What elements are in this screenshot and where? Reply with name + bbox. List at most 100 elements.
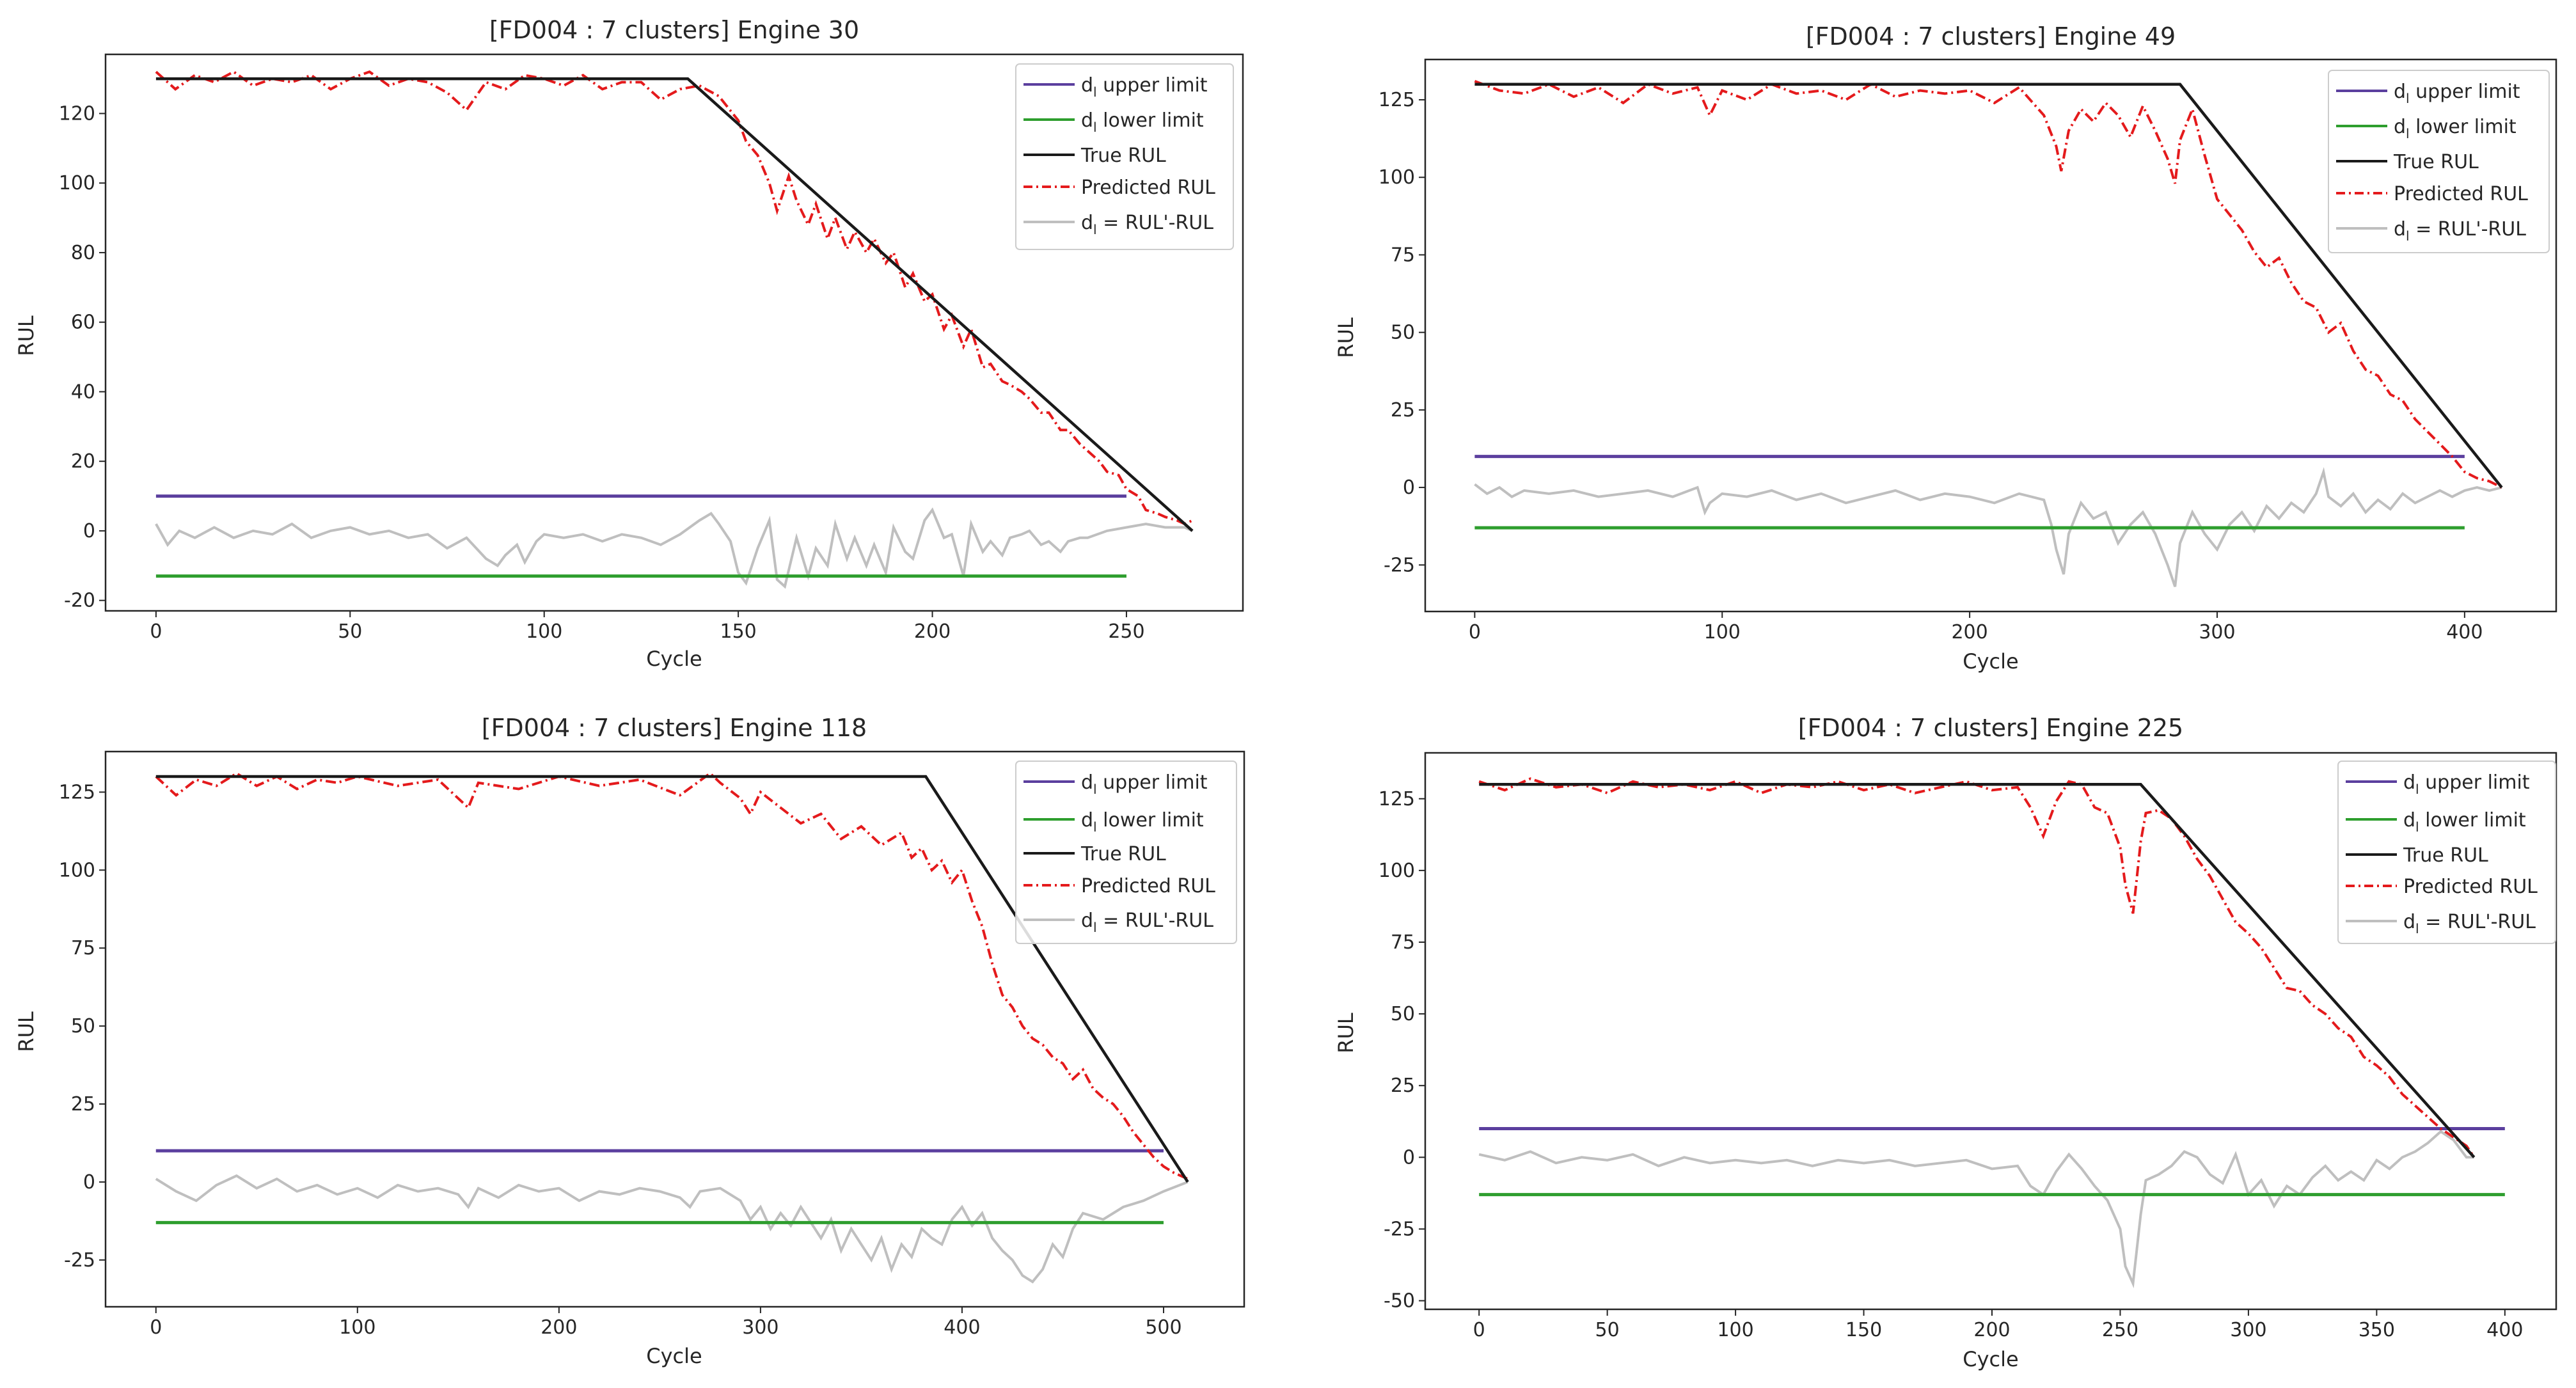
subplot-title: [FD004 : 7 clusters] Engine 118 — [482, 714, 867, 742]
x-axis-label: Cycle — [646, 1344, 702, 1368]
y-tick-label: 0 — [1403, 1146, 1415, 1169]
x-axis-label: Cycle — [1963, 649, 2018, 674]
y-tick-label: -50 — [1384, 1290, 1415, 1313]
y-tick-label: 80 — [71, 242, 95, 264]
legend-label-predicted-rul: Predicted RUL — [2403, 876, 2538, 898]
x-tick-label: 300 — [742, 1316, 778, 1339]
subplot-title: [FD004 : 7 clusters] Engine 49 — [1806, 22, 2176, 51]
x-tick-label: 0 — [150, 1316, 162, 1339]
y-tick-label: 100 — [59, 859, 95, 881]
x-tick-label: 200 — [914, 620, 951, 643]
x-tick-label: 50 — [1595, 1319, 1620, 1341]
x-tick-label: 0 — [1473, 1319, 1485, 1341]
y-tick-label: 40 — [71, 381, 95, 403]
y-tick-label: 75 — [71, 937, 95, 959]
y-axis-label: RUL — [1334, 1013, 1358, 1053]
y-tick-label: 0 — [1403, 477, 1415, 499]
y-axis-label: RUL — [14, 1011, 38, 1052]
legend-label-lower: dl lower limit — [2394, 116, 2517, 141]
x-tick-label: 0 — [150, 620, 162, 643]
legend-label-error: dl = RUL'-RUL — [1081, 910, 1213, 935]
series-error — [1474, 467, 2502, 587]
y-axis-label: RUL — [1334, 317, 1358, 358]
x-tick-label: 250 — [2102, 1319, 2138, 1341]
x-tick-label: 250 — [1108, 620, 1144, 643]
axes-frame — [104, 53, 1244, 612]
axes-frame — [104, 750, 1245, 1308]
subplot-title: [FD004 : 7 clusters] Engine 30 — [489, 16, 859, 44]
legend-label-lower: dl lower limit — [1081, 109, 1204, 135]
subplot-engine-30: [FD004 : 7 clusters] Engine 30 Cycle RUL… — [14, 16, 1244, 671]
plot-area: 0 100 200 300 400 500 -25 0 25 50 75 100 125 — [59, 750, 1245, 1339]
legend: dl upper limit dl lower limit True RUL P… — [2337, 761, 2556, 944]
y-tick-label: 0 — [83, 1171, 95, 1194]
y-tick-label: -25 — [1384, 554, 1415, 576]
legend-label-lower: dl lower limit — [1081, 809, 1204, 835]
x-tick-label: 100 — [1717, 1319, 1753, 1341]
x-tick-label: 200 — [1973, 1319, 2010, 1341]
series-error — [155, 507, 1193, 589]
y-tick-label: 50 — [1391, 1003, 1415, 1025]
y-tick-label: 25 — [71, 1093, 95, 1116]
y-tick-label: 125 — [59, 781, 95, 803]
y-tick-label: -20 — [64, 590, 95, 612]
legend-box — [1015, 63, 1234, 250]
axes-frame — [1424, 752, 2557, 1311]
x-tick-label: 50 — [338, 620, 362, 643]
legend-label-true-rul: True RUL — [1080, 145, 1166, 167]
x-tick-label: 200 — [541, 1316, 577, 1339]
series-error — [1478, 1130, 2474, 1289]
legend-label-predicted-rul: Predicted RUL — [2394, 183, 2528, 205]
legend-label-error: dl = RUL'-RUL — [1081, 212, 1213, 237]
y-tick-label: 25 — [1391, 1075, 1415, 1097]
series-true-rul — [1474, 83, 2503, 489]
subplot-title: [FD004 : 7 clusters] Engine 225 — [1798, 714, 2183, 742]
x-tick-label: 100 — [1704, 621, 1741, 643]
y-tick-label: -25 — [1384, 1218, 1415, 1240]
x-tick-label: 200 — [1951, 621, 1987, 643]
series-predicted-rul — [1474, 80, 2502, 489]
y-tick-label: -25 — [64, 1249, 95, 1272]
series-true-rul — [155, 77, 1194, 532]
legend-box — [2337, 761, 2556, 944]
x-tick-label: 100 — [339, 1316, 375, 1339]
x-tick-label: 350 — [2359, 1319, 2395, 1341]
legend-label-predicted-rul: Predicted RUL — [1081, 177, 1215, 199]
y-tick-label: 125 — [1379, 788, 1415, 810]
y-tick-label: 25 — [1391, 399, 1415, 422]
y-tick-label: 75 — [1391, 244, 1415, 266]
legend-box — [2328, 70, 2550, 253]
x-tick-label: 400 — [2446, 621, 2483, 643]
y-tick-label: 50 — [71, 1015, 95, 1037]
x-tick-label: 400 — [944, 1316, 980, 1339]
y-tick-label: 20 — [71, 450, 95, 473]
legend-label-true-rul: True RUL — [1080, 843, 1166, 865]
legend: dl upper limit dl lower limit True RUL P… — [1015, 63, 1234, 250]
y-tick-label: 100 — [1379, 860, 1415, 882]
series-true-rul — [1479, 783, 2476, 1158]
subplot-engine-225: [FD004 : 7 clusters] Engine 225 Cycle RU… — [1334, 714, 2557, 1371]
y-tick-label: 100 — [59, 172, 95, 194]
legend-label-upper: dl upper limit — [2394, 81, 2520, 106]
plot-area: 0 50 100 150 200 250 -20 0 20 40 60 80 100 120 — [59, 53, 1244, 643]
legend-label-upper: dl upper limit — [2403, 771, 2530, 797]
legend-box — [1015, 761, 1237, 944]
y-tick-label: 75 — [1391, 931, 1415, 954]
legend-label-true-rul: True RUL — [2403, 844, 2488, 867]
legend-label-lower: dl lower limit — [2403, 809, 2526, 835]
series-predicted-rul — [1478, 777, 2476, 1158]
y-tick-label: 120 — [59, 102, 95, 125]
y-tick-label: 125 — [1379, 89, 1415, 111]
legend-label-error: dl = RUL'-RUL — [2394, 218, 2526, 244]
x-axis-label: Cycle — [1963, 1347, 2018, 1371]
legend: dl upper limit dl lower limit True RUL P… — [1015, 761, 1237, 944]
y-tick-label: 0 — [83, 520, 95, 542]
x-tick-label: 0 — [1469, 621, 1481, 643]
y-tick-label: 50 — [1391, 322, 1415, 344]
series-error — [155, 1174, 1189, 1284]
subplot-engine-118: [FD004 : 7 clusters] Engine 118 Cycle RU… — [14, 714, 1245, 1368]
x-tick-label: 150 — [1845, 1319, 1882, 1341]
y-axis-label: RUL — [14, 315, 38, 356]
legend: dl upper limit dl lower limit True RUL P… — [2328, 70, 2550, 253]
